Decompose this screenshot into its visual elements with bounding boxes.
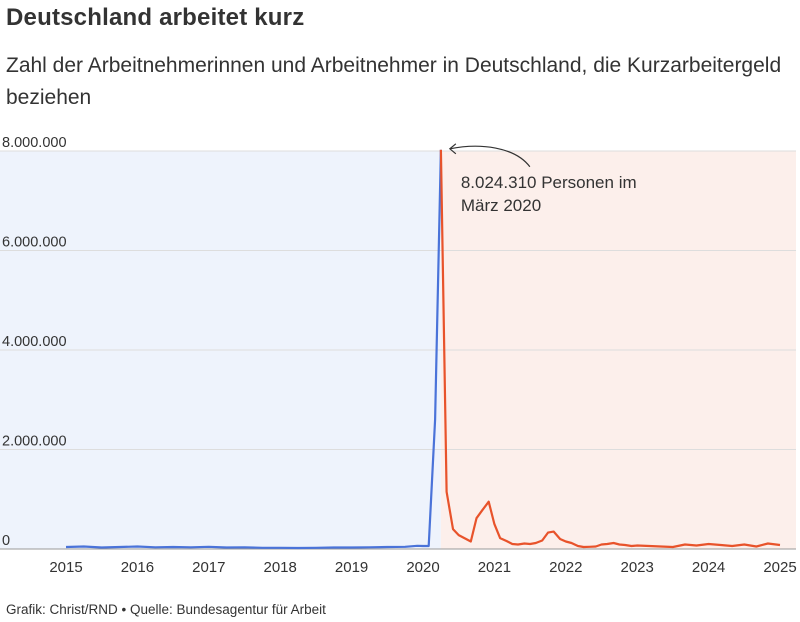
annotation-arrow xyxy=(449,145,531,168)
y-tick-label: 2.000.000 xyxy=(2,434,67,450)
x-tick-label: 2016 xyxy=(121,559,154,576)
y-tick-label: 8.000.000 xyxy=(2,135,67,151)
x-axis-ticks: 2015 2016 2017 2018 2019 2020 2021 2022 2023 2024… xyxy=(49,559,796,576)
y-tick-label: 4.000.000 xyxy=(2,334,67,350)
annotation-text-line-1: 8.024.310 Personen im xyxy=(461,173,637,192)
grid-lines xyxy=(0,150,796,550)
annotation-arrowhead xyxy=(448,143,457,155)
x-tick-label: 2023 xyxy=(621,559,654,576)
x-tick-label: 2019 xyxy=(335,559,368,576)
x-tick-label: 2025 xyxy=(763,559,796,576)
series-line-after xyxy=(439,149,781,549)
y-axis-ticks: 0 2.000.000 4.000.000 6.000.000 8.000.000 xyxy=(2,135,67,549)
chart-title: Deutschland arbeitet kurz xyxy=(6,4,305,31)
y-tick-label: 6.000.000 xyxy=(2,235,67,251)
x-tick-label: 2018 xyxy=(264,559,297,576)
x-tick-label: 2017 xyxy=(192,559,225,576)
x-tick-label: 2024 xyxy=(692,559,725,576)
source-footer: Grafik: Christ/RND • Quelle: Bundesagent… xyxy=(6,602,326,617)
x-tick-label: 2021 xyxy=(478,559,511,576)
series-line-before xyxy=(65,149,442,550)
x-tick-label: 2015 xyxy=(49,559,82,576)
x-tick-label: 2022 xyxy=(549,559,582,576)
chart-subtitle: Zahl der Arbeitnehmerinnen und Arbeitneh… xyxy=(6,54,782,109)
annotation-text-line-2: März 2020 xyxy=(461,196,541,215)
y-tick-label: 0 xyxy=(2,533,10,549)
x-tick-label: 2020 xyxy=(406,559,439,576)
